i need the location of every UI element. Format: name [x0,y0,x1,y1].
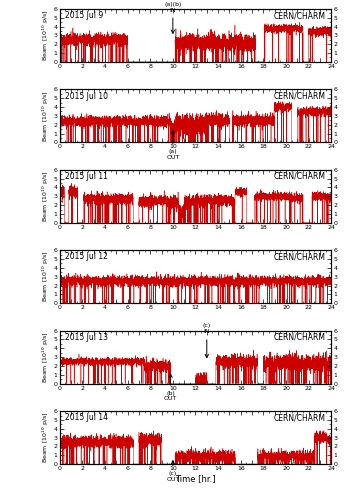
Text: CERN/CHARM: CERN/CHARM [274,172,325,181]
Text: (b)
OUT: (b) OUT [164,374,177,402]
Text: 2015 Jul 11: 2015 Jul 11 [66,172,108,181]
Y-axis label: Beam [10$^{10}$ p/s]: Beam [10$^{10}$ p/s] [41,90,51,142]
Y-axis label: Beam [10$^{10}$ p/s]: Beam [10$^{10}$ p/s] [41,251,51,302]
Text: 2015 Jul 14: 2015 Jul 14 [66,413,108,422]
Y-axis label: Beam [10$^{10}$ p/s]: Beam [10$^{10}$ p/s] [41,412,51,464]
Text: CERN/CHARM: CERN/CHARM [274,92,325,100]
Text: CERN/CHARM: CERN/CHARM [274,413,325,422]
Text: (a)
OUT: (a) OUT [166,130,180,160]
Text: CERN/CHARM: CERN/CHARM [274,333,325,342]
Text: 2015 Jul 13: 2015 Jul 13 [66,333,108,342]
Text: 2015 Jul 12: 2015 Jul 12 [66,252,108,262]
Text: CERN/CHARM: CERN/CHARM [274,11,325,20]
Y-axis label: Beam [10$^{10}$ p/s]: Beam [10$^{10}$ p/s] [41,10,51,61]
Y-axis label: Beam [10$^{10}$ p/s]: Beam [10$^{10}$ p/s] [41,170,51,222]
Text: 2015 Jul 10: 2015 Jul 10 [66,92,108,100]
Text: 2015 Jul 9: 2015 Jul 9 [66,11,104,20]
Text: (c)
IN: (c) IN [203,324,211,358]
Text: (c)
OUT: (c) OUT [166,461,180,482]
Y-axis label: Beam [10$^{10}$ p/s]: Beam [10$^{10}$ p/s] [41,332,51,383]
Text: CERN/CHARM: CERN/CHARM [274,252,325,262]
X-axis label: Time [hr.]: Time [hr.] [175,474,216,483]
Text: (a)(b)
IN: (a)(b) IN [164,2,181,34]
